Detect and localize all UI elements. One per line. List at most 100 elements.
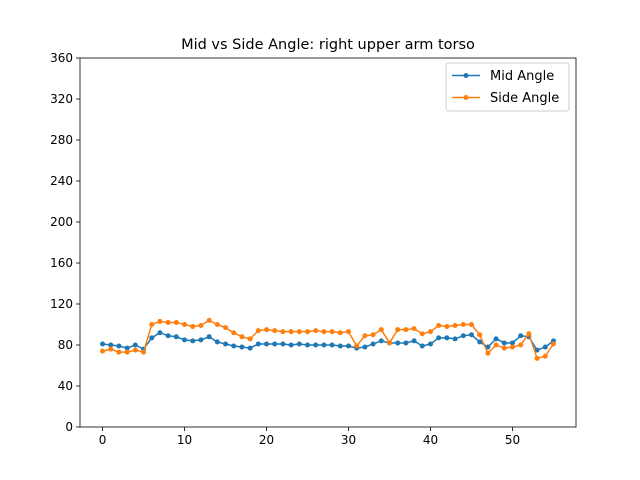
data-point-mid-angle [477, 339, 483, 345]
data-point-side-angle [493, 342, 499, 348]
data-point-mid-angle [419, 343, 425, 349]
x-tick-label: 30 [341, 433, 356, 447]
data-point-mid-angle [190, 338, 196, 344]
data-point-mid-angle [436, 335, 442, 341]
data-point-side-angle [165, 319, 171, 325]
data-point-mid-angle [509, 340, 515, 346]
data-point-side-angle [411, 326, 417, 332]
data-point-side-angle [157, 318, 163, 324]
data-point-side-angle [280, 329, 286, 335]
data-point-mid-angle [288, 342, 294, 348]
data-point-mid-angle [501, 340, 507, 346]
data-point-side-angle [132, 347, 138, 353]
data-point-mid-angle [165, 333, 171, 339]
data-point-side-angle [100, 348, 106, 354]
data-point-mid-angle [272, 341, 278, 347]
data-point-side-angle [354, 343, 360, 349]
data-point-mid-angle [108, 342, 114, 348]
data-point-mid-angle [411, 338, 417, 344]
legend-marker-mid-angle [463, 73, 469, 78]
legend-label-mid-angle: Mid Angle [490, 69, 554, 84]
data-point-mid-angle [239, 344, 245, 350]
y-tick-label: 280 [50, 133, 73, 147]
data-point-mid-angle [231, 343, 237, 349]
data-point-mid-angle [493, 336, 499, 342]
data-point-mid-angle [378, 338, 384, 344]
data-point-side-angle [108, 346, 114, 352]
data-point-side-angle [468, 322, 474, 327]
data-point-side-angle [526, 331, 532, 337]
data-point-mid-angle [321, 342, 327, 348]
data-point-mid-angle [427, 341, 433, 347]
data-point-mid-angle [337, 343, 343, 349]
data-point-mid-angle [198, 337, 204, 343]
data-point-side-angle [329, 329, 335, 335]
data-point-mid-angle [460, 333, 466, 339]
y-tick-label: 200 [50, 215, 73, 229]
data-point-side-angle [272, 328, 278, 334]
chart-title: Mid vs Side Angle: right upper arm torso [181, 37, 475, 53]
y-tick-label: 240 [50, 174, 73, 188]
data-point-mid-angle [247, 345, 253, 351]
data-point-mid-angle [296, 341, 302, 347]
data-point-side-angle [313, 328, 319, 334]
data-point-side-angle [477, 332, 483, 338]
data-point-mid-angle [223, 341, 229, 347]
plot-area: 0 10 20 30 40 50 0 40 80 120 160 200 240 280 320 360 [50, 51, 577, 447]
data-point-side-angle [305, 329, 310, 335]
data-point-side-angle [444, 324, 450, 330]
data-point-mid-angle [370, 341, 376, 347]
data-point-side-angle [231, 330, 237, 336]
data-point-mid-angle [395, 340, 401, 346]
data-point-mid-angle [534, 347, 540, 353]
data-point-mid-angle [542, 344, 548, 350]
data-point-side-angle [362, 333, 368, 339]
data-point-side-angle [141, 349, 147, 355]
data-point-mid-angle [124, 345, 130, 351]
data-point-mid-angle [214, 339, 220, 345]
data-point-mid-angle [444, 335, 450, 341]
data-point-mid-angle [173, 334, 179, 340]
data-point-side-angle [460, 322, 466, 327]
y-tick-label: 160 [50, 256, 73, 270]
data-point-mid-angle [518, 333, 524, 339]
x-tick-label: 10 [177, 433, 192, 447]
x-tick-label: 0 [99, 433, 107, 447]
data-point-mid-angle [329, 342, 335, 348]
data-point-side-angle [346, 329, 351, 335]
data-point-side-angle [206, 317, 212, 323]
data-point-mid-angle [149, 335, 155, 341]
data-point-mid-angle [403, 340, 409, 346]
data-point-side-angle [149, 322, 155, 327]
legend: Mid Angle Side Angle [445, 62, 570, 112]
data-point-side-angle [501, 345, 507, 351]
data-point-mid-angle [346, 343, 351, 349]
legend-marker-side-angle [463, 95, 469, 100]
data-point-side-angle [436, 323, 442, 329]
data-point-side-angle [173, 319, 179, 325]
data-point-side-angle [214, 322, 220, 327]
data-point-mid-angle [206, 334, 212, 340]
data-point-mid-angle [157, 330, 163, 336]
data-point-mid-angle [255, 341, 261, 347]
y-tick-label: 360 [50, 51, 73, 65]
data-point-side-angle [370, 332, 376, 338]
data-point-mid-angle [182, 337, 188, 343]
data-point-mid-angle [362, 344, 368, 350]
y-tick-label: 120 [50, 297, 73, 311]
y-tick-label: 40 [58, 379, 73, 393]
data-point-mid-angle [280, 341, 286, 347]
data-point-side-angle [116, 349, 122, 355]
data-point-side-angle [264, 327, 270, 333]
data-point-mid-angle [485, 344, 491, 350]
data-point-side-angle [198, 323, 204, 329]
axes-frame [79, 57, 577, 428]
data-point-mid-angle [305, 342, 310, 348]
x-tick-label: 40 [423, 433, 438, 447]
data-point-mid-angle [468, 332, 474, 338]
x-tick-label: 50 [505, 433, 520, 447]
data-point-mid-angle [132, 342, 138, 348]
data-point-mid-angle [264, 341, 270, 347]
data-point-side-angle [321, 329, 327, 335]
data-point-side-angle [124, 349, 130, 355]
